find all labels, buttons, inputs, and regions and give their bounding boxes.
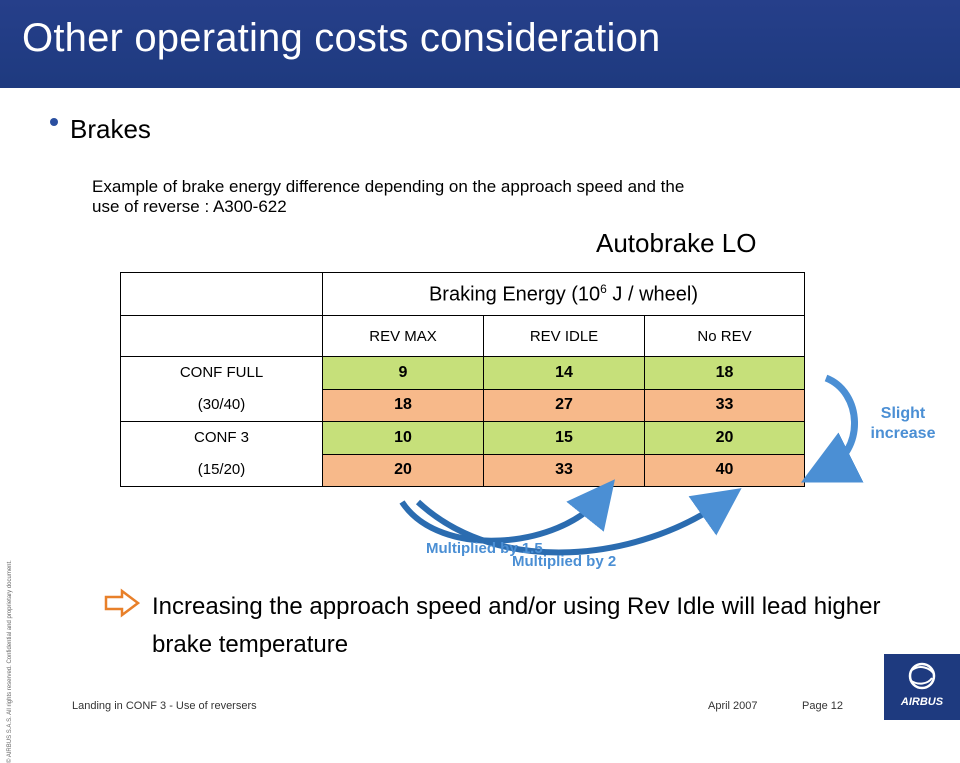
conf-angle: (30/40) [197,396,246,413]
value-cell: 15 [483,421,645,455]
airbus-logo: AIRBUS [884,654,960,720]
airbus-swirl-icon [908,662,936,690]
value-cell: 20 [644,421,805,455]
slide-title: Other operating costs consideration [22,16,661,60]
annotation-arrows [399,374,864,556]
curved-arrow-2 [415,488,742,556]
conf-angle: (15/20) [197,461,246,478]
conf-full-cell: CONF FULL (30/40) [120,356,323,422]
value-cell: 20 [322,453,484,487]
table-row: 18 27 33 [121,388,805,422]
footer-page-number: Page 12 [802,700,843,712]
header-main: Braking Energy (10 [428,283,601,306]
conf-3-cell: CONF 3 (15/20) [120,421,323,487]
bullet-dot [50,118,58,126]
braking-energy-table: Braking Energy (106 J / wheel) REV MAX R… [120,272,805,487]
autobrake-label: Autobrake LO [596,228,757,258]
multiplied-1-5-label: Multiplied by 1.5 [426,540,543,557]
value-cell: 18 [644,356,805,390]
curved-arrow-1-5 [399,479,616,544]
conclusion-text: Increasing the approach speed and/or usi… [152,593,881,658]
footer-date: April 2007 [708,700,758,712]
multiplied-2-label: Multiplied by 2 [512,553,617,570]
value-cell: 9 [322,356,484,390]
table-row: 20 33 40 [121,453,805,487]
airbus-logo-text: AIRBUS [900,696,944,708]
conf-label: CONF 3 [193,429,249,446]
header-sup: 6 [600,281,607,296]
value-cell: 33 [483,453,645,487]
title-bar: Other operating costs consideration [0,0,960,88]
conf-label: CONF FULL [179,364,264,381]
value-cell: 10 [322,421,484,455]
table-row: CONF 3 (15/20) 10 15 20 [120,421,805,487]
footer-title: Landing in CONF 3 - Use of reversers [72,700,257,712]
example-text: Example of brake energy difference depen… [92,177,685,216]
table-row: CONF FULL (30/40) 9 14 18 [120,356,805,422]
value-cell: 14 [483,356,645,390]
curved-arrow-slight [800,374,864,483]
hollow-arrow-icon [104,588,140,618]
header-unit: J / wheel) [606,283,699,306]
copyright-text: © AIRBUS S.A.S. All rights reserved. Con… [7,560,13,763]
braking-energy-header: Braking Energy (106 J / wheel) [322,272,805,316]
slight-increase-label: Slight increase [870,405,936,442]
value-cell: 33 [644,388,805,422]
column-rev-max: REV MAX [322,315,484,357]
bullet-brakes: Brakes [70,114,151,144]
table-header-row: Braking Energy (106 J / wheel) [120,272,805,316]
column-no-rev: No REV [644,315,805,357]
value-cell: 27 [483,388,645,422]
value-cell: 40 [644,453,805,487]
